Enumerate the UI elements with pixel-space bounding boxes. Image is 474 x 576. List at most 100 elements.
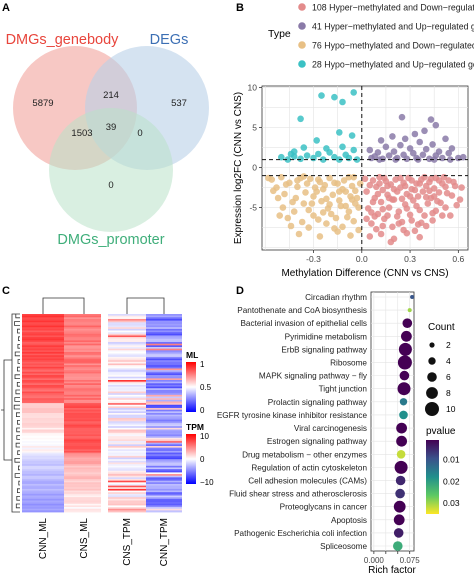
heatmap-cell (146, 363, 182, 366)
heatmap-cell (64, 322, 101, 325)
scatter-point-1-21 (429, 141, 436, 148)
scatter-point-3-15 (385, 204, 393, 211)
venn-count-genebody-degs: 214 (103, 90, 119, 101)
scatter-point-2-68 (331, 225, 338, 232)
heatmap-cell (22, 315, 64, 318)
heatmap-cell (108, 492, 146, 495)
enrichment-dot-7 (397, 382, 411, 396)
panel-label-c: C (2, 285, 10, 297)
heatmap-cell (146, 356, 182, 359)
heatmap-cell (108, 381, 146, 384)
enrichment-dot-8 (399, 398, 408, 406)
heatmap-cell (22, 317, 64, 320)
scatter-point-1-39 (430, 156, 438, 163)
heatmap-cell (108, 342, 146, 345)
scatter-point-3-71 (413, 202, 420, 210)
heatmap-cell (108, 394, 146, 397)
heatmap-cells (22, 314, 182, 513)
heatmap-cell (146, 450, 182, 453)
scatter-point-3-0 (361, 175, 369, 183)
enrichment-dot-18 (393, 528, 404, 538)
heatmap-cell (146, 454, 182, 457)
heatmap-cell (64, 315, 101, 318)
heatmap-cell (64, 460, 101, 463)
heatmap-cell (22, 452, 64, 455)
heatmap-cell (64, 396, 101, 399)
heatmap-cell (108, 454, 146, 457)
heatmap-cell (146, 492, 182, 495)
heatmap-cell (146, 337, 182, 340)
heatmap-cell (64, 413, 101, 416)
heatmap-cell (22, 436, 64, 439)
category-label-10: Viral carcinogenesis (294, 424, 367, 433)
heatmap-cell (108, 330, 146, 333)
heatmap-cell (22, 342, 64, 345)
heatmap-cell (146, 348, 182, 351)
scatter-point-2-49 (327, 210, 335, 218)
heatmap-cell (22, 470, 64, 473)
heatmap-cell (64, 498, 101, 501)
scatter-point-1-25 (442, 135, 449, 143)
scatter-point-1-8 (385, 152, 393, 159)
scatter-point-2-18 (329, 191, 337, 199)
category-label-13: Regulation of actin cytoskeleton (251, 463, 367, 472)
scatter-point-3-102 (387, 238, 395, 246)
heatmap-cell (64, 437, 101, 440)
heatmap-cell (108, 356, 146, 359)
heatmap-cell (64, 317, 101, 320)
heatmap-cell (108, 488, 146, 491)
heatmap-cell (108, 351, 146, 354)
heatmap-cell (22, 391, 64, 394)
scatter-point-1-15 (410, 149, 417, 157)
heatmap-cell (146, 409, 182, 412)
heatmap-cell (22, 389, 64, 392)
venn-count-genebody-promoter: 1503 (71, 128, 92, 139)
heatmap-cell (146, 317, 182, 320)
heatmap-cell (22, 500, 64, 503)
heatmap-cell (22, 437, 64, 440)
heatmap-cell (64, 394, 101, 397)
category-label-12: Drug metabolism − other enzymes (242, 450, 367, 459)
heatmap-cell (64, 363, 101, 366)
category-label-2: Bacterial invasion of epithelial cells (240, 319, 367, 328)
heatmap-cell (146, 479, 182, 482)
heatmap-cell (108, 384, 146, 387)
scatter-point-0-4 (350, 89, 358, 96)
enrichment-category-labels: Circadian rhythm Pantothenate and CoA bio… (217, 293, 368, 551)
heatmap-cell (22, 444, 64, 447)
heatmap-cell (22, 446, 64, 449)
heatmap-cell (22, 457, 64, 460)
heatmap-cell (146, 434, 182, 437)
tpm-colorbar (186, 434, 196, 484)
heatmap-cell (22, 419, 64, 422)
heatmap-cell (64, 422, 101, 425)
scatter-point-2-64 (270, 187, 277, 195)
heatmap-cell (146, 322, 182, 325)
scatter-point-1-13 (403, 155, 411, 163)
heatmap-cell (146, 487, 182, 490)
scatter-point-3-69 (403, 205, 411, 212)
heatmap-cell (64, 381, 101, 384)
scatter-x-label: Methylation Difference (CNN vs CNS) (281, 268, 448, 279)
enrichment-dot-14 (395, 475, 406, 486)
heatmap-cell (22, 502, 64, 505)
heatmap-cell (146, 366, 182, 369)
heatmap-cell (22, 450, 64, 453)
scatter-point-3-97 (442, 183, 449, 191)
heatmap-cell (22, 449, 64, 452)
scatter-point-0-22 (350, 146, 358, 154)
scatter-point-2-45 (311, 184, 319, 191)
scatter-point-2-66 (276, 212, 284, 219)
heatmap-cell (108, 373, 146, 376)
scatter-point-3-70 (408, 177, 416, 184)
heatmap-cell (22, 338, 64, 341)
heatmap-cell (108, 459, 146, 462)
heatmap-cell (146, 399, 182, 402)
heatmap-cell (146, 413, 182, 416)
scatter-point-0-9 (278, 153, 285, 161)
heatmap-cell (146, 464, 182, 467)
scatter-point-0-15 (315, 150, 322, 158)
heatmap-cell (146, 343, 182, 346)
dendrogram-line (126, 297, 165, 314)
scatter-y-tick-2: 5 (252, 123, 257, 133)
